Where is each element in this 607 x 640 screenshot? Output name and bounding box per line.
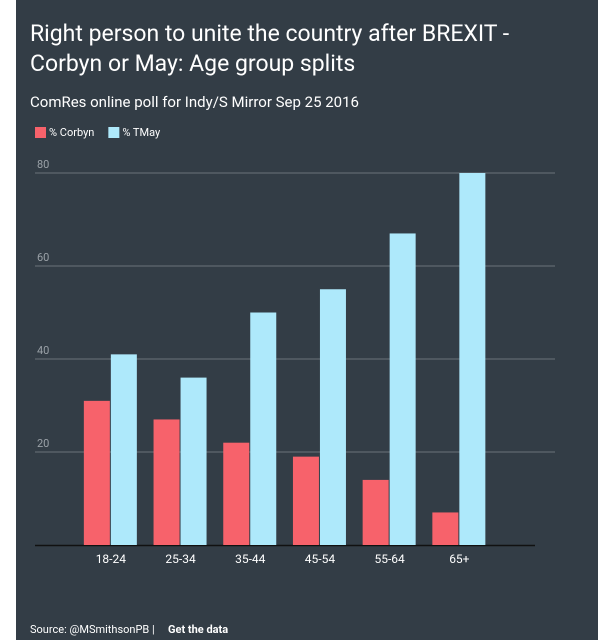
legend-swatch [108,127,120,138]
y-tick-label: 60 [37,251,49,264]
bar [362,479,389,545]
bar [432,512,459,545]
bar [153,419,180,545]
legend-label: % TMay [122,126,161,139]
data-link[interactable]: Get the data [168,623,228,636]
bar [83,400,110,545]
bar [110,354,137,545]
x-tick-label: 55-64 [375,552,406,566]
y-tick-label: 80 [37,158,49,171]
y-tick-label: 20 [37,437,49,450]
bar [319,289,346,545]
legend-swatch [35,127,46,138]
x-tick-label: 65+ [449,552,469,566]
chart-title: Right person to unite the country after … [30,20,509,47]
chart-subtitle: ComRes online poll for Indy/S Mirror Sep… [30,93,359,111]
bar [180,377,207,545]
chart-title: Corbyn or May: Age group splits [30,50,355,77]
x-tick-label: 45-54 [305,552,336,566]
bar [292,456,319,545]
x-tick-label: 25-34 [165,552,196,566]
bar [250,312,277,545]
bar [389,233,416,545]
bar [459,173,486,545]
bar [223,442,250,545]
y-tick-label: 40 [37,344,49,357]
source: Source: @MSmithsonPB | [30,623,155,636]
x-tick-label: 35-44 [235,552,266,566]
x-tick-label: 18-24 [96,552,127,566]
legend-label: % Corbyn [49,126,94,139]
